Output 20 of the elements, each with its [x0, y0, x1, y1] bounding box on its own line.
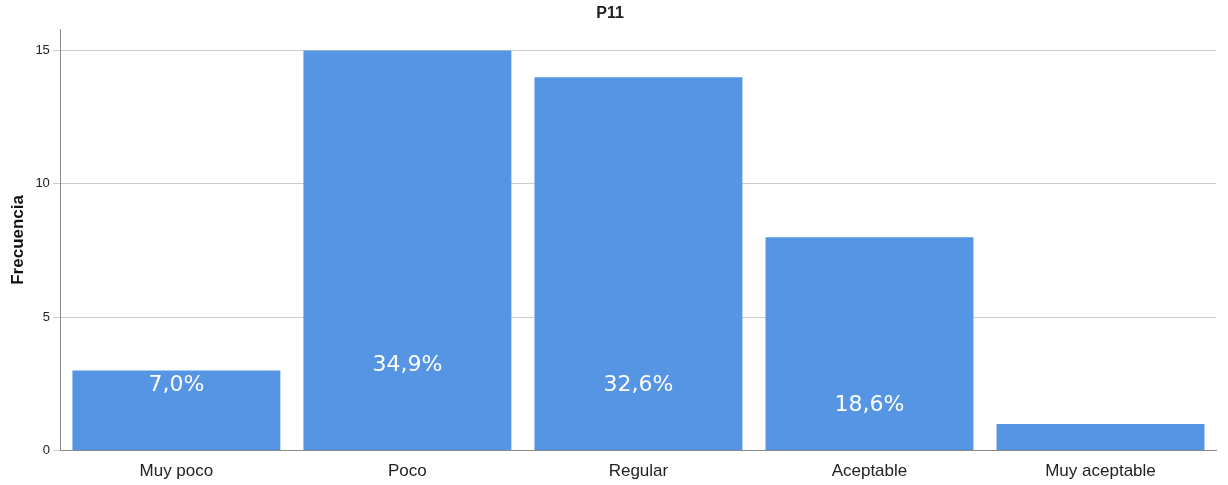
- x-tick-label: Muy poco: [139, 461, 214, 481]
- y-tick-label: 5: [42, 308, 50, 324]
- annotation: 32,6%: [603, 371, 674, 397]
- bar: [72, 370, 281, 451]
- y-tick-label: 10: [35, 175, 50, 191]
- bar: [303, 50, 512, 451]
- chart-title: P11: [596, 4, 624, 22]
- y-axis-title: Frecuencia: [7, 194, 27, 285]
- x-tick-label: Regular: [608, 461, 669, 481]
- bar: [765, 237, 974, 451]
- annotation: 7,0%: [148, 371, 205, 397]
- bar: [534, 77, 743, 451]
- bar: [996, 423, 1205, 451]
- annotation: 18,6%: [834, 391, 905, 417]
- x-tick-label: Poco: [388, 461, 427, 481]
- x-tick-label: Aceptable: [831, 461, 908, 481]
- x-tick-label: Muy aceptable: [1045, 461, 1156, 481]
- y-tick-label: 15: [35, 42, 50, 58]
- annotation: 34,9%: [372, 351, 443, 377]
- y-tick-label: 0: [42, 442, 50, 458]
